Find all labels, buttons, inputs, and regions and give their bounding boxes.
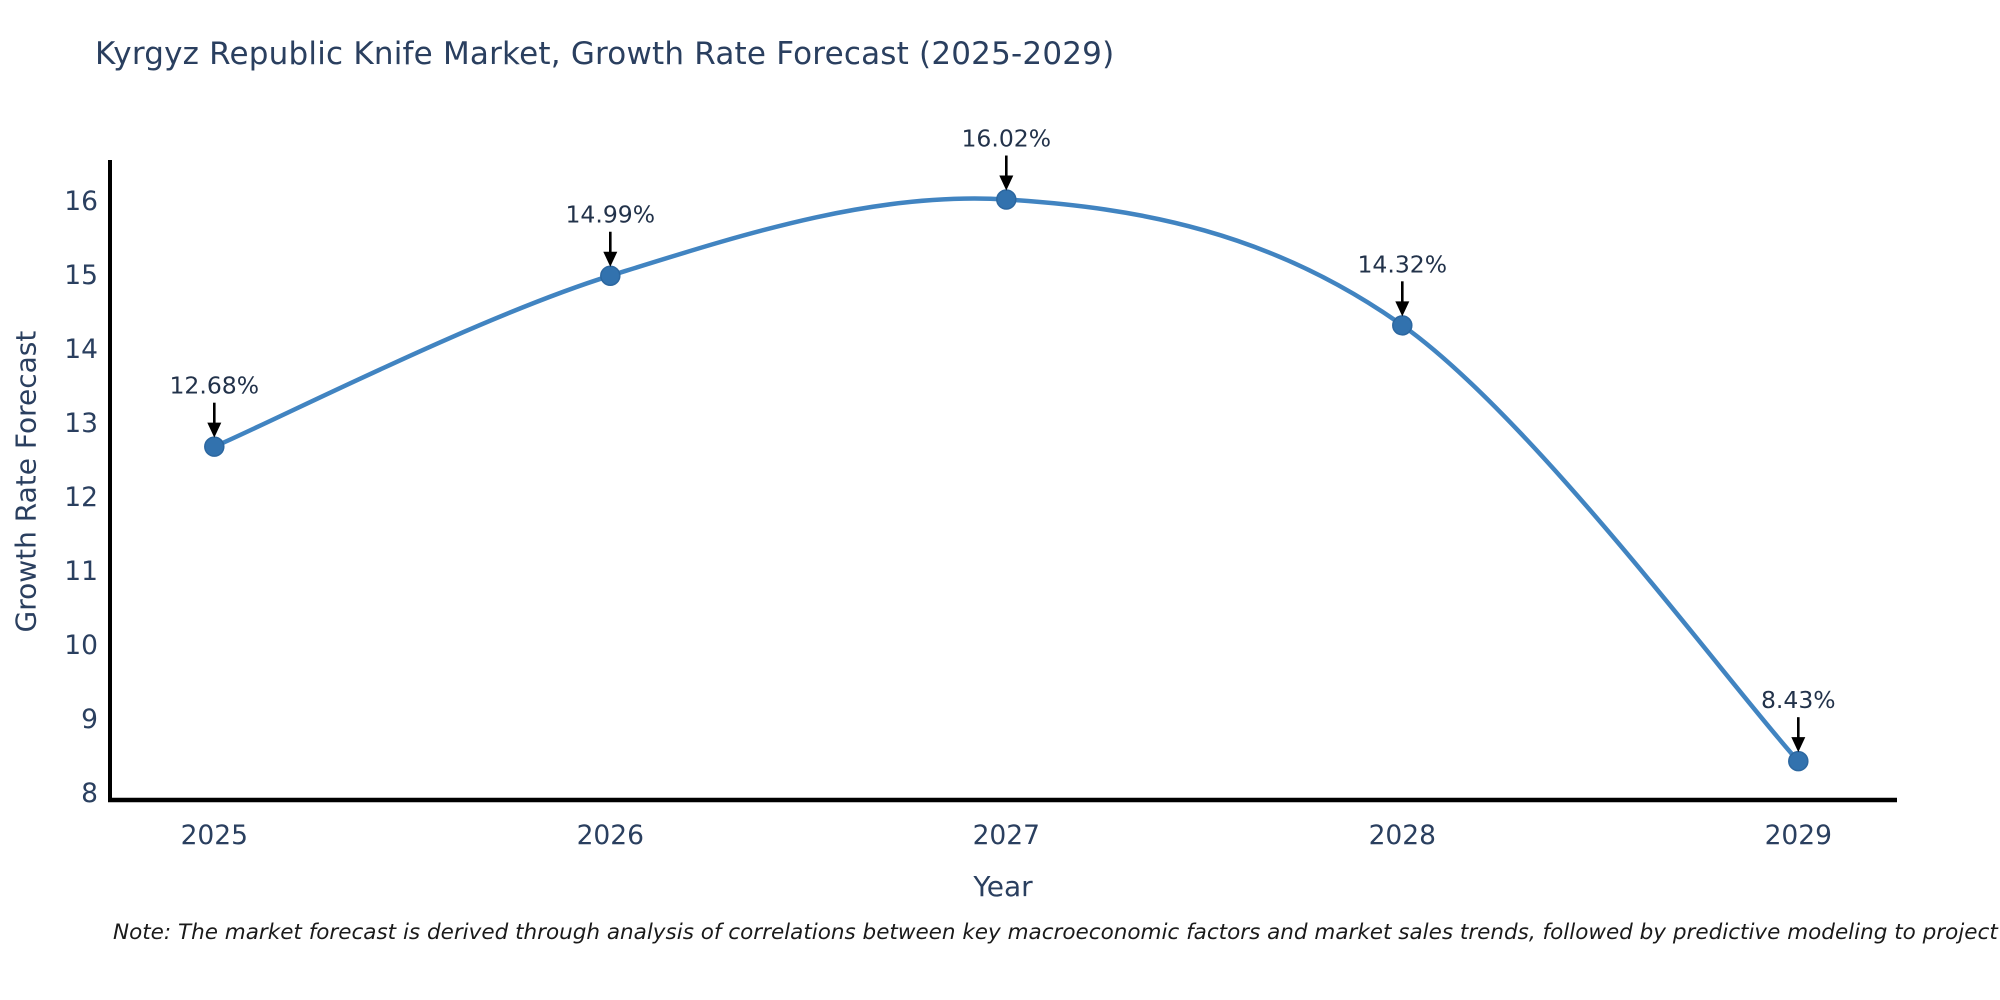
annotation-arrow-head-2029 [1791,737,1806,753]
point-label-2026: 14.99% [565,201,655,229]
x-tick-label-2029: 2029 [1765,820,1832,851]
x-tick-label-2027: 2027 [973,820,1040,851]
point-label-2027: 16.02% [961,125,1051,153]
annotation-arrow-head-2025 [207,422,222,438]
y-tick-label-16: 16 [64,186,98,217]
y-tick-label-9: 9 [81,704,98,735]
data-point-marker-2025 [204,436,225,457]
annotation-arrow-head-2027 [999,175,1014,191]
point-label-2029: 8.43% [1761,686,1836,714]
data-point-marker-2027 [996,189,1017,210]
y-tick-label-12: 12 [64,482,98,513]
point-label-2025: 12.68% [169,372,259,400]
y-tick-label-10: 10 [64,630,98,661]
y-tick-label-8: 8 [81,778,98,809]
y-tick-label-13: 13 [64,408,98,439]
y-tick-label-15: 15 [64,260,98,291]
x-tick-label-2026: 2026 [577,820,644,851]
footnote: Note: The market forecast is derived thr… [113,920,2000,945]
data-point-marker-2029 [1788,750,1809,772]
annotation-arrow-head-2026 [603,251,618,267]
y-axis-label: Growth Rate Forecast [9,330,43,633]
x-tick-label-2028: 2028 [1369,820,1436,851]
forecast-line [212,196,1801,764]
data-point-marker-2028 [1392,315,1413,336]
y-tick-label-11: 11 [64,556,98,587]
y-tick-label-14: 14 [64,334,98,365]
x-axis-label: Year [973,870,1033,903]
annotation-arrow-head-2028 [1395,301,1410,317]
data-point-marker-2026 [600,265,621,286]
chart-title: Kyrgyz Republic Knife Market, Growth Rat… [95,36,1115,72]
point-label-2028: 14.32% [1357,250,1447,278]
x-tick-label-2025: 2025 [181,820,248,851]
